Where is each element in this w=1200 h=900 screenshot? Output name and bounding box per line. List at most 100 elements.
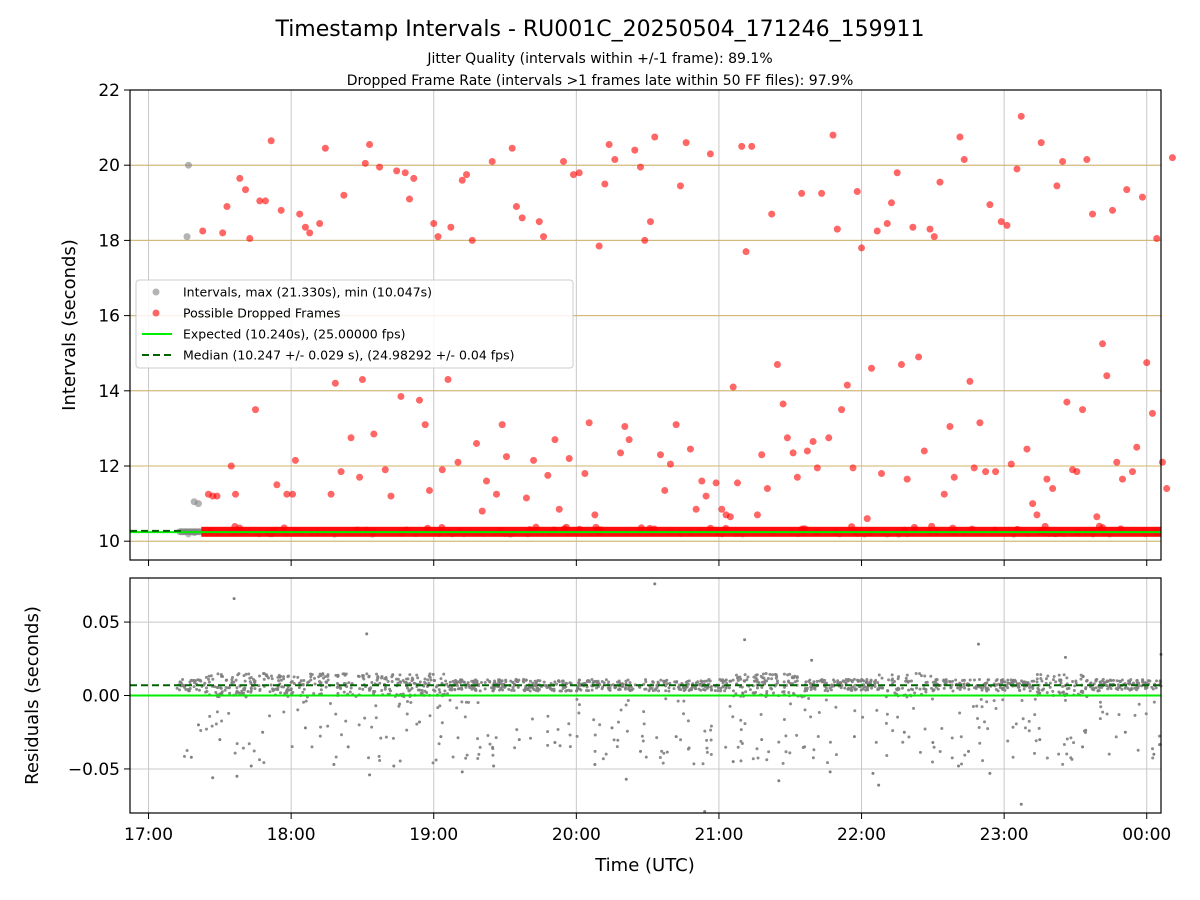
residual-outlier — [218, 738, 222, 742]
residual-outlier — [1151, 747, 1155, 751]
residual-point — [1065, 676, 1069, 680]
intervals-panel: 10 12 14 16 18 20 22 Intervals (seconds) Inter… — [59, 81, 1176, 566]
residual-point — [909, 679, 913, 683]
residual-point — [204, 686, 208, 690]
residual-point — [471, 680, 475, 684]
residual-point — [336, 682, 340, 686]
dropped-frame-point — [793, 473, 801, 481]
residual-point — [742, 679, 746, 683]
residual-point — [698, 683, 702, 687]
residual-point — [944, 678, 948, 682]
residual-point — [1109, 679, 1113, 683]
residual-point — [1128, 679, 1132, 683]
dropped-frame-point — [1043, 475, 1051, 483]
residual-point — [249, 690, 253, 694]
residual-outlier — [988, 771, 992, 775]
dropped-frame-point — [637, 163, 645, 171]
residual-outlier — [1033, 751, 1037, 755]
residual-point — [474, 687, 478, 691]
residual-outlier — [724, 745, 728, 749]
dropped-frame-point — [903, 475, 911, 483]
residual-point — [887, 678, 891, 682]
residual-point — [1116, 686, 1120, 690]
dropped-frame-point — [370, 430, 378, 438]
residual-outlier — [950, 756, 954, 760]
residual-point — [1096, 689, 1100, 693]
interval-point — [183, 233, 191, 241]
dropped-frame-point — [803, 447, 811, 455]
residual-outlier — [568, 745, 572, 749]
residual-outlier — [405, 728, 409, 732]
residual-outlier — [875, 708, 879, 712]
residual-point — [731, 678, 735, 682]
residual-outlier — [619, 708, 623, 712]
dropped-frame-point — [232, 490, 240, 498]
residual-outlier — [215, 710, 219, 714]
residual-outlier — [861, 715, 865, 719]
residual-point — [444, 679, 448, 683]
residual-point — [967, 687, 971, 691]
dropped-frame-point — [1148, 409, 1156, 417]
dropped-frame-point — [1158, 458, 1166, 466]
dropped-frame-point — [361, 159, 369, 167]
residual-outlier — [326, 724, 330, 728]
dropped-frame-point — [676, 182, 684, 190]
residual-point — [922, 687, 926, 691]
residual-outlier — [1098, 700, 1102, 704]
residual-point — [1072, 688, 1076, 692]
dropped-frame-point — [421, 421, 429, 429]
dropped-frame-point — [492, 490, 500, 498]
residual-outlier — [976, 642, 980, 646]
dropped-frame-point — [289, 490, 297, 498]
residual-point — [423, 677, 427, 681]
residual-outlier — [739, 739, 743, 743]
residual-point — [181, 678, 185, 682]
residual-outlier — [199, 729, 203, 733]
dropped-frame-point — [478, 507, 486, 515]
legend-marker-intervals — [152, 288, 160, 296]
residual-point — [526, 687, 530, 691]
residual-point — [431, 672, 435, 676]
residual-point — [787, 690, 791, 694]
residual-point — [833, 680, 837, 684]
residual-point — [751, 691, 755, 695]
residual-point — [914, 686, 918, 690]
residual-point — [893, 691, 897, 695]
dropped-frame-point — [926, 225, 934, 233]
residual-point — [1059, 681, 1063, 685]
residual-point — [257, 674, 261, 678]
residual-point — [178, 688, 182, 692]
residual-outlier — [743, 638, 747, 642]
residual-point — [886, 689, 890, 693]
residual-outlier — [782, 717, 786, 721]
residual-point — [284, 689, 288, 693]
residual-point — [1044, 681, 1048, 685]
dropped-frame-point — [992, 468, 1000, 476]
residual-point — [1022, 680, 1026, 684]
residual-point — [995, 678, 999, 682]
residual-point — [439, 677, 443, 681]
residual-outlier — [415, 722, 419, 726]
dropped-frame-point — [692, 505, 700, 513]
dropped-frame-point — [321, 144, 329, 152]
residual-point — [786, 679, 790, 683]
residual-point — [450, 688, 454, 692]
residual-point — [483, 687, 487, 691]
dropped-frame-point — [1007, 460, 1015, 468]
residual-outlier — [739, 728, 743, 732]
residual-outlier — [1033, 713, 1037, 717]
dropped-frame-point — [825, 434, 833, 442]
residual-outlier — [592, 718, 596, 722]
residual-outlier — [807, 696, 811, 700]
legend-label-expected: Expected (10.240s), (25.00000 fps) — [183, 327, 405, 342]
dropped-frame-point — [829, 131, 837, 139]
residual-point — [746, 675, 750, 679]
dropped-frame-point — [327, 490, 335, 498]
residual-point — [644, 687, 648, 691]
residual-point — [655, 686, 659, 690]
residual-outlier — [642, 722, 646, 726]
dropped-frame-point — [1109, 206, 1117, 214]
residual-outlier — [932, 745, 936, 749]
residual-point — [1141, 678, 1145, 682]
residual-point — [197, 688, 201, 692]
